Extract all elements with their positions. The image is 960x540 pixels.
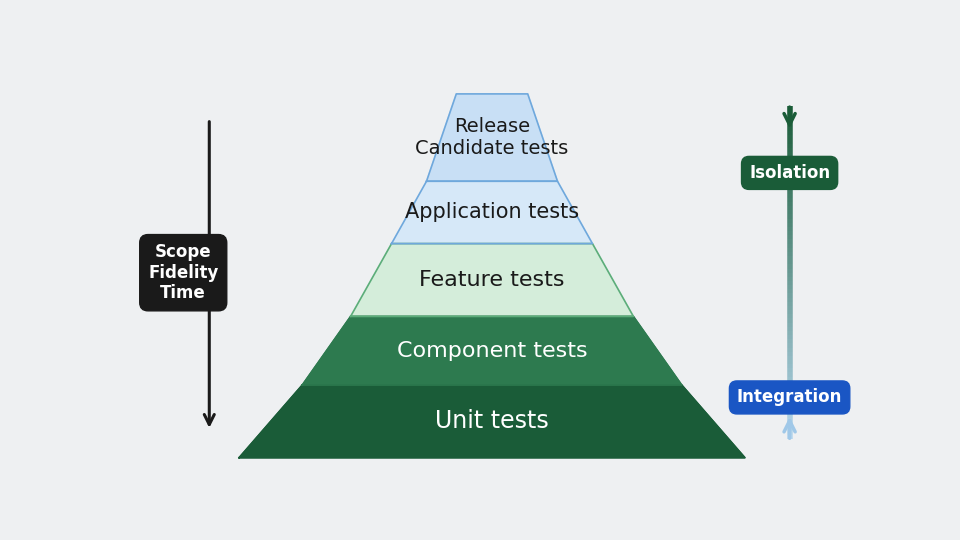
Text: Integration: Integration: [737, 388, 842, 407]
Polygon shape: [302, 316, 682, 385]
Text: Application tests: Application tests: [405, 202, 579, 222]
Polygon shape: [350, 244, 634, 316]
Text: Feature tests: Feature tests: [420, 270, 564, 290]
Text: Scope
Fidelity
Time: Scope Fidelity Time: [148, 243, 219, 302]
Polygon shape: [426, 94, 558, 181]
Polygon shape: [239, 385, 745, 458]
Text: Release
Candidate tests: Release Candidate tests: [416, 117, 568, 158]
Text: Isolation: Isolation: [749, 164, 830, 182]
Polygon shape: [392, 181, 592, 244]
Text: Component tests: Component tests: [396, 341, 588, 361]
Text: Unit tests: Unit tests: [435, 409, 549, 433]
